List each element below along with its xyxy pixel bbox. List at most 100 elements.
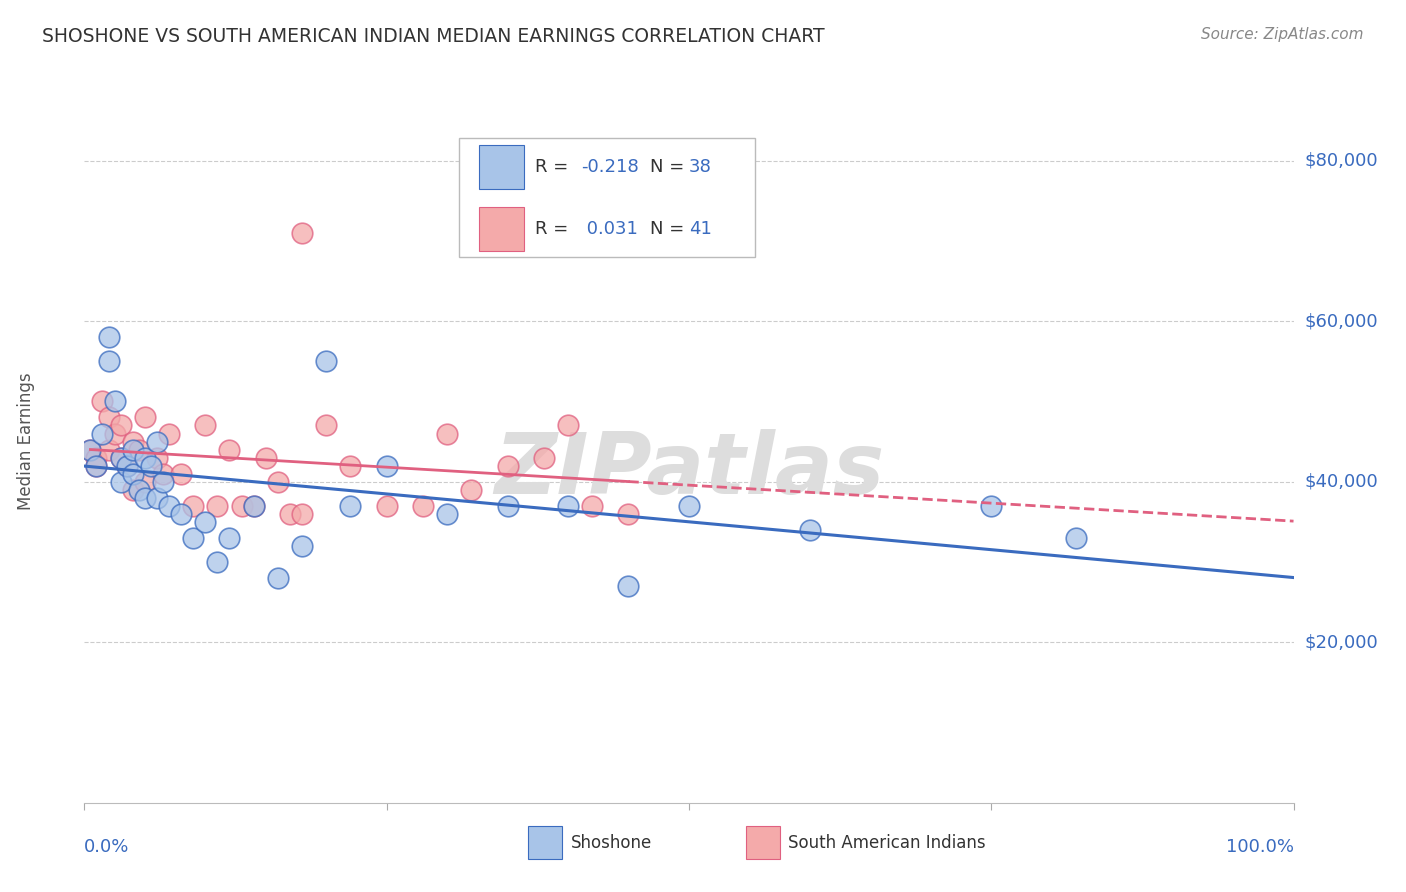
Point — [134, 450, 156, 465]
Point — [799, 523, 821, 537]
Point — [139, 458, 162, 473]
Point — [1064, 531, 1087, 545]
Point — [79, 442, 101, 457]
Point — [110, 418, 132, 433]
Point — [86, 458, 108, 473]
Point — [110, 450, 132, 465]
Point — [267, 475, 290, 489]
Text: Median Earnings: Median Earnings — [17, 373, 35, 510]
Text: 38: 38 — [689, 158, 711, 176]
Point — [267, 571, 290, 585]
Text: N =: N = — [650, 158, 690, 176]
Point — [134, 410, 156, 425]
Point — [79, 442, 101, 457]
Text: $40,000: $40,000 — [1305, 473, 1378, 491]
Point — [375, 458, 398, 473]
Point — [128, 483, 150, 497]
Point — [581, 499, 603, 513]
Point — [218, 442, 240, 457]
Point — [181, 531, 204, 545]
Point — [146, 450, 169, 465]
Point — [496, 499, 519, 513]
Point — [115, 458, 138, 473]
Point — [617, 507, 640, 521]
Point — [339, 499, 361, 513]
Point — [231, 499, 253, 513]
Point — [97, 410, 120, 425]
Point — [91, 394, 114, 409]
Text: $20,000: $20,000 — [1305, 633, 1378, 651]
Point — [152, 467, 174, 481]
Point — [104, 394, 127, 409]
Point — [104, 426, 127, 441]
Point — [121, 483, 143, 497]
Point — [121, 434, 143, 449]
Point — [194, 515, 217, 529]
Text: ZIPatlas: ZIPatlas — [494, 429, 884, 512]
Point — [242, 499, 264, 513]
Point — [436, 507, 458, 521]
Point — [194, 418, 217, 433]
Point — [157, 426, 180, 441]
Point — [97, 330, 120, 344]
Text: -0.218: -0.218 — [581, 158, 640, 176]
Point — [375, 499, 398, 513]
Point — [678, 499, 700, 513]
Point — [315, 418, 337, 433]
FancyBboxPatch shape — [460, 138, 755, 257]
Text: 0.0%: 0.0% — [84, 838, 129, 855]
Point — [121, 442, 143, 457]
Point — [170, 507, 193, 521]
Text: R =: R = — [536, 219, 575, 238]
Point — [207, 499, 229, 513]
Point — [339, 458, 361, 473]
Point — [110, 475, 132, 489]
Point — [315, 354, 337, 368]
Point — [91, 426, 114, 441]
Point — [291, 507, 314, 521]
Point — [254, 450, 277, 465]
Point — [146, 434, 169, 449]
FancyBboxPatch shape — [529, 826, 562, 859]
Point — [218, 531, 240, 545]
Text: SHOSHONE VS SOUTH AMERICAN INDIAN MEDIAN EARNINGS CORRELATION CHART: SHOSHONE VS SOUTH AMERICAN INDIAN MEDIAN… — [42, 27, 825, 45]
Text: South American Indians: South American Indians — [789, 833, 986, 852]
Point — [86, 458, 108, 473]
Point — [533, 450, 555, 465]
Point — [110, 450, 132, 465]
Text: $60,000: $60,000 — [1305, 312, 1378, 330]
Point — [152, 475, 174, 489]
Point — [146, 491, 169, 505]
Point — [291, 226, 314, 240]
FancyBboxPatch shape — [478, 207, 524, 251]
Point — [97, 354, 120, 368]
Point — [134, 491, 156, 505]
Point — [412, 499, 434, 513]
Text: R =: R = — [536, 158, 575, 176]
Point — [557, 418, 579, 433]
Point — [278, 507, 301, 521]
Text: 41: 41 — [689, 219, 711, 238]
Point — [291, 539, 314, 553]
Point — [128, 442, 150, 457]
Text: N =: N = — [650, 219, 690, 238]
FancyBboxPatch shape — [478, 145, 524, 189]
Text: 0.031: 0.031 — [581, 219, 638, 238]
Point — [436, 426, 458, 441]
Point — [181, 499, 204, 513]
FancyBboxPatch shape — [745, 826, 780, 859]
Point — [134, 475, 156, 489]
Point — [115, 458, 138, 473]
Text: Shoshone: Shoshone — [571, 833, 652, 852]
Point — [86, 450, 108, 465]
Point — [170, 467, 193, 481]
Point — [460, 483, 482, 497]
Text: 100.0%: 100.0% — [1226, 838, 1294, 855]
Text: $80,000: $80,000 — [1305, 152, 1378, 169]
Point — [496, 458, 519, 473]
Point — [97, 442, 120, 457]
Point — [557, 499, 579, 513]
Point — [617, 579, 640, 593]
Point — [242, 499, 264, 513]
Point — [157, 499, 180, 513]
